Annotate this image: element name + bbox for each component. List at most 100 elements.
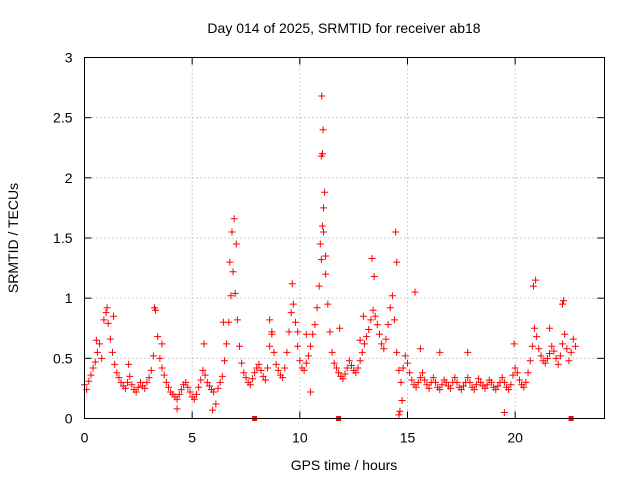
- data-point: [475, 375, 483, 383]
- data-point: [393, 258, 401, 266]
- data-point: [288, 280, 296, 288]
- data-point: [233, 316, 241, 324]
- data-point: [272, 360, 280, 368]
- data-point: [85, 377, 93, 385]
- data-point: [296, 357, 304, 365]
- data-point: [563, 345, 571, 353]
- y-tick-label: 3: [65, 50, 73, 66]
- data-point: [309, 330, 317, 338]
- data-point: [392, 228, 400, 236]
- data-point: [447, 384, 455, 392]
- data-point: [317, 256, 325, 264]
- data-point: [315, 282, 323, 290]
- data-point: [259, 372, 267, 380]
- data-point: [158, 364, 166, 372]
- y-tick-label: 0: [65, 411, 73, 427]
- data-point: [307, 388, 315, 396]
- data-point: [322, 270, 330, 278]
- data-point: [378, 340, 386, 348]
- x-tick-label: 15: [400, 430, 416, 446]
- axis-ticks: 0 0.5 1 1.5 2 2.5 3 0 5 10 15 20: [53, 50, 605, 446]
- data-point: [320, 228, 328, 236]
- data-point: [550, 347, 558, 355]
- chart-title: Day 014 of 2025, SRMTID for receiver ab1…: [207, 20, 480, 36]
- data-point: [414, 378, 422, 386]
- data-point: [209, 406, 217, 414]
- data-point: [190, 395, 198, 403]
- data-point: [438, 381, 446, 389]
- data-point: [494, 382, 502, 390]
- data-point: [192, 390, 200, 398]
- data-point: [320, 204, 328, 212]
- data-point: [483, 381, 491, 389]
- data-point: [128, 381, 136, 389]
- data-point: [403, 359, 411, 367]
- data-point: [360, 340, 368, 348]
- data-point: [397, 378, 405, 386]
- data-point: [251, 369, 259, 377]
- data-point: [335, 369, 343, 377]
- data-point: [543, 354, 551, 362]
- data-point: [408, 376, 416, 384]
- data-point: [526, 357, 534, 365]
- data-point: [510, 340, 518, 348]
- data-point: [108, 348, 116, 356]
- data-point: [246, 381, 254, 389]
- data-point: [177, 386, 185, 394]
- data-point: [110, 312, 118, 320]
- data-point: [330, 359, 338, 367]
- y-tick-label: 1: [65, 290, 73, 306]
- data-point: [391, 316, 399, 324]
- data-point: [231, 289, 239, 297]
- data-point: [268, 328, 276, 336]
- x-tick-label: 0: [81, 430, 89, 446]
- data-point: [477, 378, 485, 386]
- data-point: [466, 378, 474, 386]
- data-point: [492, 386, 500, 394]
- data-point: [565, 357, 573, 365]
- data-point: [195, 383, 203, 391]
- data-point: [436, 386, 444, 394]
- data-point: [93, 348, 101, 356]
- data-point: [371, 312, 379, 320]
- data-point: [302, 359, 310, 367]
- data-point: [143, 378, 151, 386]
- data-point: [292, 318, 300, 326]
- data-point: [464, 348, 472, 356]
- data-point: [326, 328, 334, 336]
- data-point: [388, 292, 396, 300]
- data-point: [219, 318, 227, 326]
- data-point: [173, 405, 181, 413]
- y-tick-label: 2: [65, 170, 73, 186]
- data-point: [294, 342, 302, 350]
- data-points: [81, 92, 579, 421]
- data-point: [373, 321, 381, 329]
- data-point: [406, 369, 414, 377]
- data-point: [395, 366, 403, 374]
- data-point: [431, 378, 439, 386]
- data-point: [98, 354, 106, 362]
- data-point: [89, 364, 97, 372]
- data-point: [532, 276, 540, 284]
- data-point: [91, 358, 99, 366]
- data-point: [134, 383, 142, 391]
- data-point: [423, 381, 431, 389]
- y-tick-label: 0.5: [53, 350, 73, 366]
- data-point: [546, 324, 554, 332]
- data-point: [121, 384, 129, 392]
- data-point: [220, 357, 228, 365]
- data-point: [294, 328, 302, 336]
- data-point: [182, 378, 190, 386]
- data-point: [321, 188, 329, 196]
- data-point: [125, 360, 133, 368]
- data-point: [429, 374, 437, 382]
- data-point: [124, 378, 132, 386]
- plot-frame: [84, 57, 605, 419]
- data-point: [242, 374, 250, 382]
- data-point: [363, 333, 371, 341]
- data-point: [343, 364, 351, 372]
- data-point: [524, 369, 532, 377]
- data-point: [240, 369, 248, 377]
- data-point: [382, 335, 390, 343]
